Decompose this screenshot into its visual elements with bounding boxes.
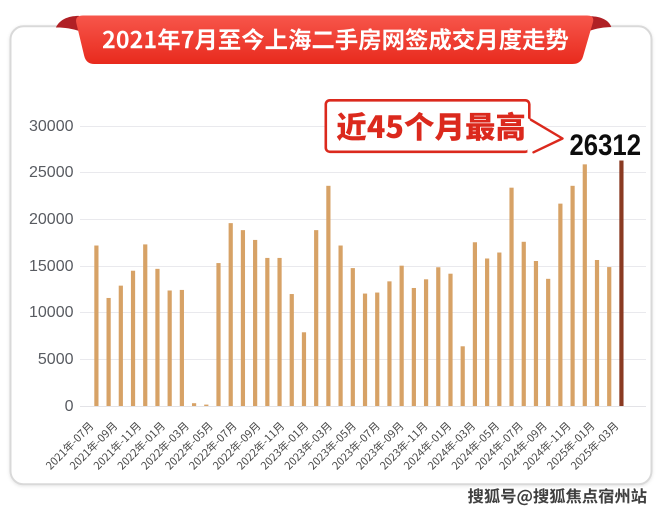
svg-text:15000: 15000 [29, 258, 74, 275]
svg-text:25000: 25000 [29, 164, 74, 181]
svg-text:10000: 10000 [29, 304, 74, 321]
svg-text:0: 0 [65, 398, 74, 415]
svg-text:30000: 30000 [29, 118, 74, 135]
svg-text:5000: 5000 [38, 351, 74, 368]
svg-text:26312: 26312 [570, 129, 642, 162]
svg-text:20000: 20000 [29, 211, 74, 228]
